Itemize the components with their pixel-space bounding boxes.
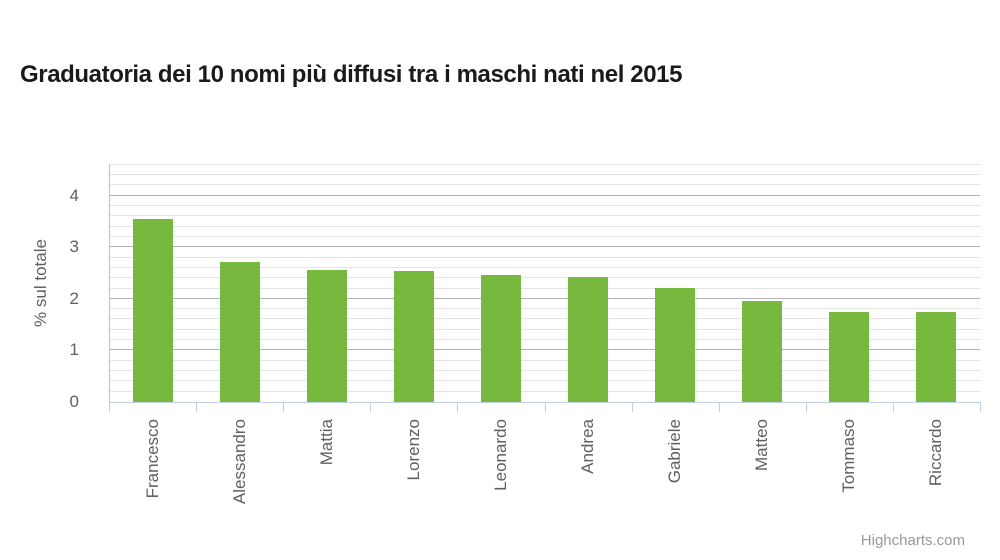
bar-alessandro[interactable] (219, 261, 260, 402)
major-gridline (109, 246, 980, 248)
xaxis-label-francesco: Francesco (142, 419, 162, 499)
bar-matteo[interactable] (742, 300, 783, 402)
bar-leonardo[interactable] (480, 274, 521, 402)
bar-lorenzo[interactable] (393, 270, 434, 402)
yaxis-label-2: 2 (69, 288, 79, 308)
highcharts-credits-link[interactable]: Highcharts.com (860, 532, 965, 549)
minor-gridline (109, 370, 980, 371)
yaxis-label-4: 4 (69, 185, 79, 205)
bar-riccardo[interactable] (916, 312, 957, 402)
xaxis-label-leonardo: Leonardo (490, 419, 510, 491)
minor-gridline (109, 380, 980, 382)
xaxis-tick (283, 402, 285, 412)
xaxis-tick (196, 402, 198, 412)
minor-gridline (109, 174, 980, 175)
minor-gridline (109, 277, 980, 279)
minor-gridline (109, 184, 980, 186)
bar-gabriele[interactable] (655, 288, 696, 402)
xaxis-tick (980, 402, 981, 412)
minor-gridline (109, 318, 980, 320)
xaxis-tick (892, 402, 894, 412)
minor-gridline (109, 225, 980, 227)
xaxis-label-matteo: Matteo (752, 419, 772, 471)
xaxis-tick (457, 402, 459, 412)
minor-gridline (109, 215, 980, 217)
xaxis-tick (631, 402, 633, 412)
xaxis-label-riccardo: Riccardo (926, 419, 946, 487)
major-gridline (109, 349, 980, 351)
yaxis-label-0: 0 (69, 392, 79, 411)
minor-gridline (109, 308, 980, 310)
minor-gridline (109, 204, 980, 206)
minor-gridline (109, 266, 980, 268)
bar-andrea[interactable] (568, 277, 609, 402)
xaxis-tick (805, 402, 807, 412)
chart-title: Graduatoria dei 10 nomi più diffusi tra … (20, 61, 683, 88)
bar-mattia[interactable] (306, 269, 347, 402)
minor-gridline (109, 163, 980, 165)
xaxis-label-andrea: Andrea (578, 419, 597, 474)
major-gridline (109, 297, 980, 299)
minor-gridline (109, 339, 980, 341)
minor-gridline (109, 359, 980, 361)
bar-tommaso[interactable] (829, 311, 870, 402)
yaxis-line (109, 164, 110, 402)
xaxis-tick (370, 402, 372, 412)
xaxis-label-gabriele: Gabriele (665, 419, 685, 484)
minor-gridline (109, 235, 980, 237)
xaxis-tick (544, 402, 546, 412)
xaxis-tick (109, 402, 110, 412)
minor-gridline (109, 256, 980, 258)
minor-gridline (109, 287, 980, 289)
yaxis-label-3: 3 (69, 237, 79, 257)
xaxis-label-lorenzo: Lorenzo (403, 419, 423, 481)
plot-area (109, 163, 980, 402)
major-gridline (109, 194, 980, 196)
yaxis-label-1: 1 (69, 340, 79, 360)
xaxis-tick (718, 402, 720, 412)
minor-gridline (109, 328, 980, 330)
xaxis-label-alessandro: Alessandro (229, 419, 249, 505)
bar-francesco[interactable] (132, 218, 173, 402)
minor-gridline (109, 390, 980, 392)
xaxis-label-tommaso: Tommaso (839, 419, 859, 493)
xaxis-label-mattia: Mattia (316, 419, 336, 466)
